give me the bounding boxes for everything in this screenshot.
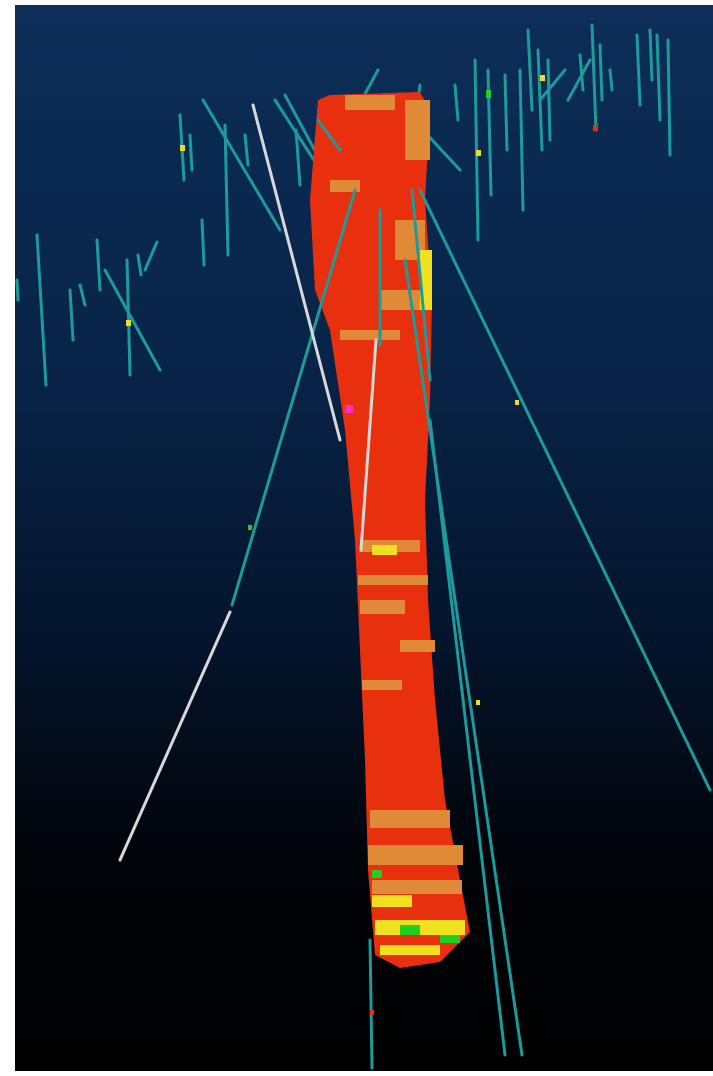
assay — [370, 1010, 374, 1015]
ore-block — [345, 405, 353, 413]
drill-hole — [428, 418, 507, 1057]
drill-hole — [546, 58, 552, 142]
drill-hole — [590, 23, 598, 132]
assay — [126, 320, 131, 326]
ore-block — [400, 925, 420, 935]
assay — [476, 700, 480, 705]
drill-hole — [103, 268, 162, 372]
drill-hole — [316, 118, 342, 152]
ore-block — [340, 330, 400, 340]
drill-hole — [608, 68, 614, 92]
drill-hole — [15, 278, 20, 302]
drill-hole — [538, 68, 567, 102]
drill-hole — [503, 73, 509, 152]
drill-hole — [200, 218, 206, 267]
drill-hole — [566, 58, 592, 102]
ore-block — [368, 845, 463, 865]
drill-hole — [655, 33, 662, 122]
ore-block — [440, 935, 460, 943]
drill-hole — [403, 258, 524, 1057]
assay — [180, 145, 185, 151]
drill-hole — [95, 238, 102, 292]
ore-block — [370, 810, 450, 828]
drill-hole — [294, 128, 302, 187]
ore-body — [310, 92, 470, 968]
drill-hole — [526, 28, 534, 112]
drill-hole — [578, 53, 585, 92]
drill-hole — [118, 610, 232, 862]
ore-grade-low — [372, 870, 460, 943]
drill-hole — [136, 253, 143, 277]
ore-block — [372, 880, 462, 894]
drill-hole — [518, 68, 525, 212]
ore-block — [372, 545, 397, 555]
ore-block — [330, 180, 360, 192]
drill-hole — [666, 38, 672, 157]
drill-holes-long — [230, 118, 712, 1070]
assay — [540, 75, 545, 81]
drill-hole — [125, 258, 132, 377]
ore-block — [380, 290, 420, 310]
drill-hole — [143, 240, 159, 272]
assay — [248, 525, 252, 530]
ore-block — [400, 640, 435, 652]
drill-hole — [251, 103, 342, 442]
ore-block — [360, 600, 405, 614]
drill-hole — [188, 133, 194, 172]
ore-block — [405, 100, 430, 160]
drill-hole — [648, 28, 654, 82]
drill-hole — [453, 83, 460, 122]
assay — [476, 150, 481, 156]
drill-holes-grey — [118, 103, 378, 862]
ore-block — [362, 680, 402, 690]
assay — [486, 90, 491, 98]
drill-hole — [78, 283, 87, 307]
ore-block — [358, 575, 428, 585]
drill-hole — [35, 233, 48, 387]
ore-shell — [310, 92, 470, 968]
drill-hole — [635, 33, 642, 107]
drill-hole — [359, 338, 378, 552]
drill-hole — [368, 938, 374, 1070]
drill-hole — [243, 133, 250, 167]
assay — [515, 400, 519, 405]
drill-hole — [230, 188, 357, 607]
assay-markers — [126, 75, 598, 1015]
drill-hole — [223, 123, 230, 257]
ore-block — [372, 870, 382, 878]
drill-hole — [410, 188, 432, 382]
drill-hole — [418, 188, 712, 792]
ore-block — [345, 95, 395, 110]
drill-hole — [201, 98, 282, 232]
ore-block — [380, 945, 440, 955]
assay — [593, 125, 598, 131]
drill-hole — [598, 43, 604, 102]
drill-hole — [68, 288, 75, 342]
ore-grade-medium — [330, 95, 463, 894]
ore-block — [372, 895, 412, 907]
